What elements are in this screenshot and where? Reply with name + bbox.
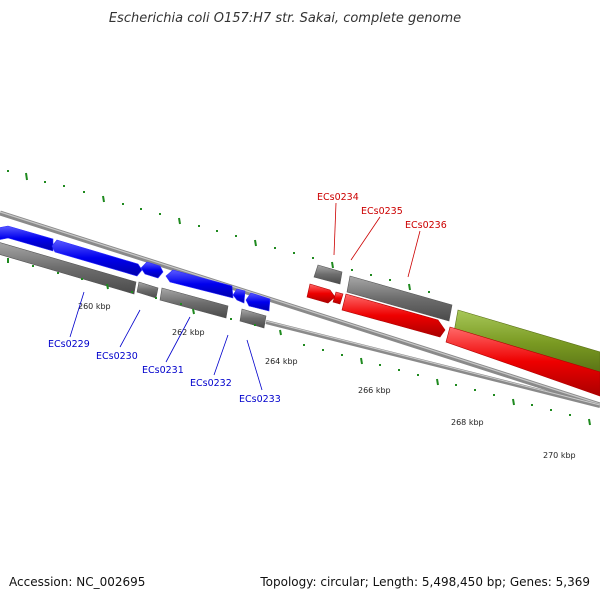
reverse-gene-labels: ECs0234 ECs0235 ECs0236	[317, 192, 447, 231]
gene-label-ECs0231: ECs0231	[142, 365, 184, 376]
inner-scale-ticks	[7, 258, 591, 426]
gene-label-ECs0229: ECs0229	[48, 339, 90, 350]
gene-label-ECs0230: ECs0230	[96, 351, 138, 362]
gene-label-ECs0236: ECs0236	[405, 220, 447, 231]
scale-label-270: 270 kbp	[543, 451, 576, 460]
gene-arrow-ECs0231[interactable]	[140, 261, 164, 279]
reverse-label-leaders	[333, 202, 421, 278]
gene-label-ECs0233: ECs0233	[239, 394, 281, 405]
outer-tick-marks	[7, 170, 430, 293]
topology-summary: Topology: circular; Length: 5,498,450 bp…	[259, 575, 590, 589]
forward-gene-labels: ECs0229 ECs0230 ECs0231 ECs0232 ECs0233	[48, 339, 281, 405]
forward-strand-features	[0, 225, 271, 312]
scale-label-268: 268 kbp	[451, 418, 484, 427]
gene-arrow-ECs0229[interactable]	[0, 225, 54, 252]
reverse-cds	[306, 283, 600, 397]
reverse-strand-features	[313, 264, 600, 377]
backbone-line	[0, 210, 600, 408]
gene-arrow-ECs0232[interactable]	[165, 269, 234, 299]
gene-arrow-ECs0233b[interactable]	[245, 292, 271, 312]
other-feature-olive	[453, 309, 600, 377]
gene-arrow-ECs0236[interactable]	[341, 293, 446, 338]
scale-label-260: 260 kbp	[78, 302, 111, 311]
map-title: Escherichia coli O157:H7 str. Sakai, com…	[109, 11, 461, 26]
gene-label-ECs0232: ECs0232	[190, 378, 232, 389]
scale-labels: 260 kbp 262 kbp 264 kbp 266 kbp 268 kbp …	[78, 302, 576, 460]
gene-label-ECs0234: ECs0234	[317, 192, 359, 203]
gene-arrow-ECs0233[interactable]	[232, 288, 246, 304]
gene-feature-ECs0234[interactable]	[313, 264, 343, 285]
gene-arrow-ECs0237[interactable]	[445, 326, 600, 397]
gene-features-lower	[0, 242, 267, 329]
gene-label-ECs0235: ECs0235	[361, 206, 403, 217]
scale-label-266: 266 kbp	[358, 386, 391, 395]
forward-label-leaders	[69, 291, 263, 391]
scale-label-264: 264 kbp	[265, 357, 298, 366]
scale-label-262: 262 kbp	[172, 328, 205, 337]
accession-text: Accession: NC_002695	[9, 575, 145, 589]
gene-feature-ECs0235[interactable]	[346, 275, 453, 322]
gene-arrow-ECs0234[interactable]	[306, 283, 336, 304]
gene-arrow-ECs0230[interactable]	[51, 239, 143, 277]
gene-arrow-ECs0235-small[interactable]	[332, 291, 344, 305]
